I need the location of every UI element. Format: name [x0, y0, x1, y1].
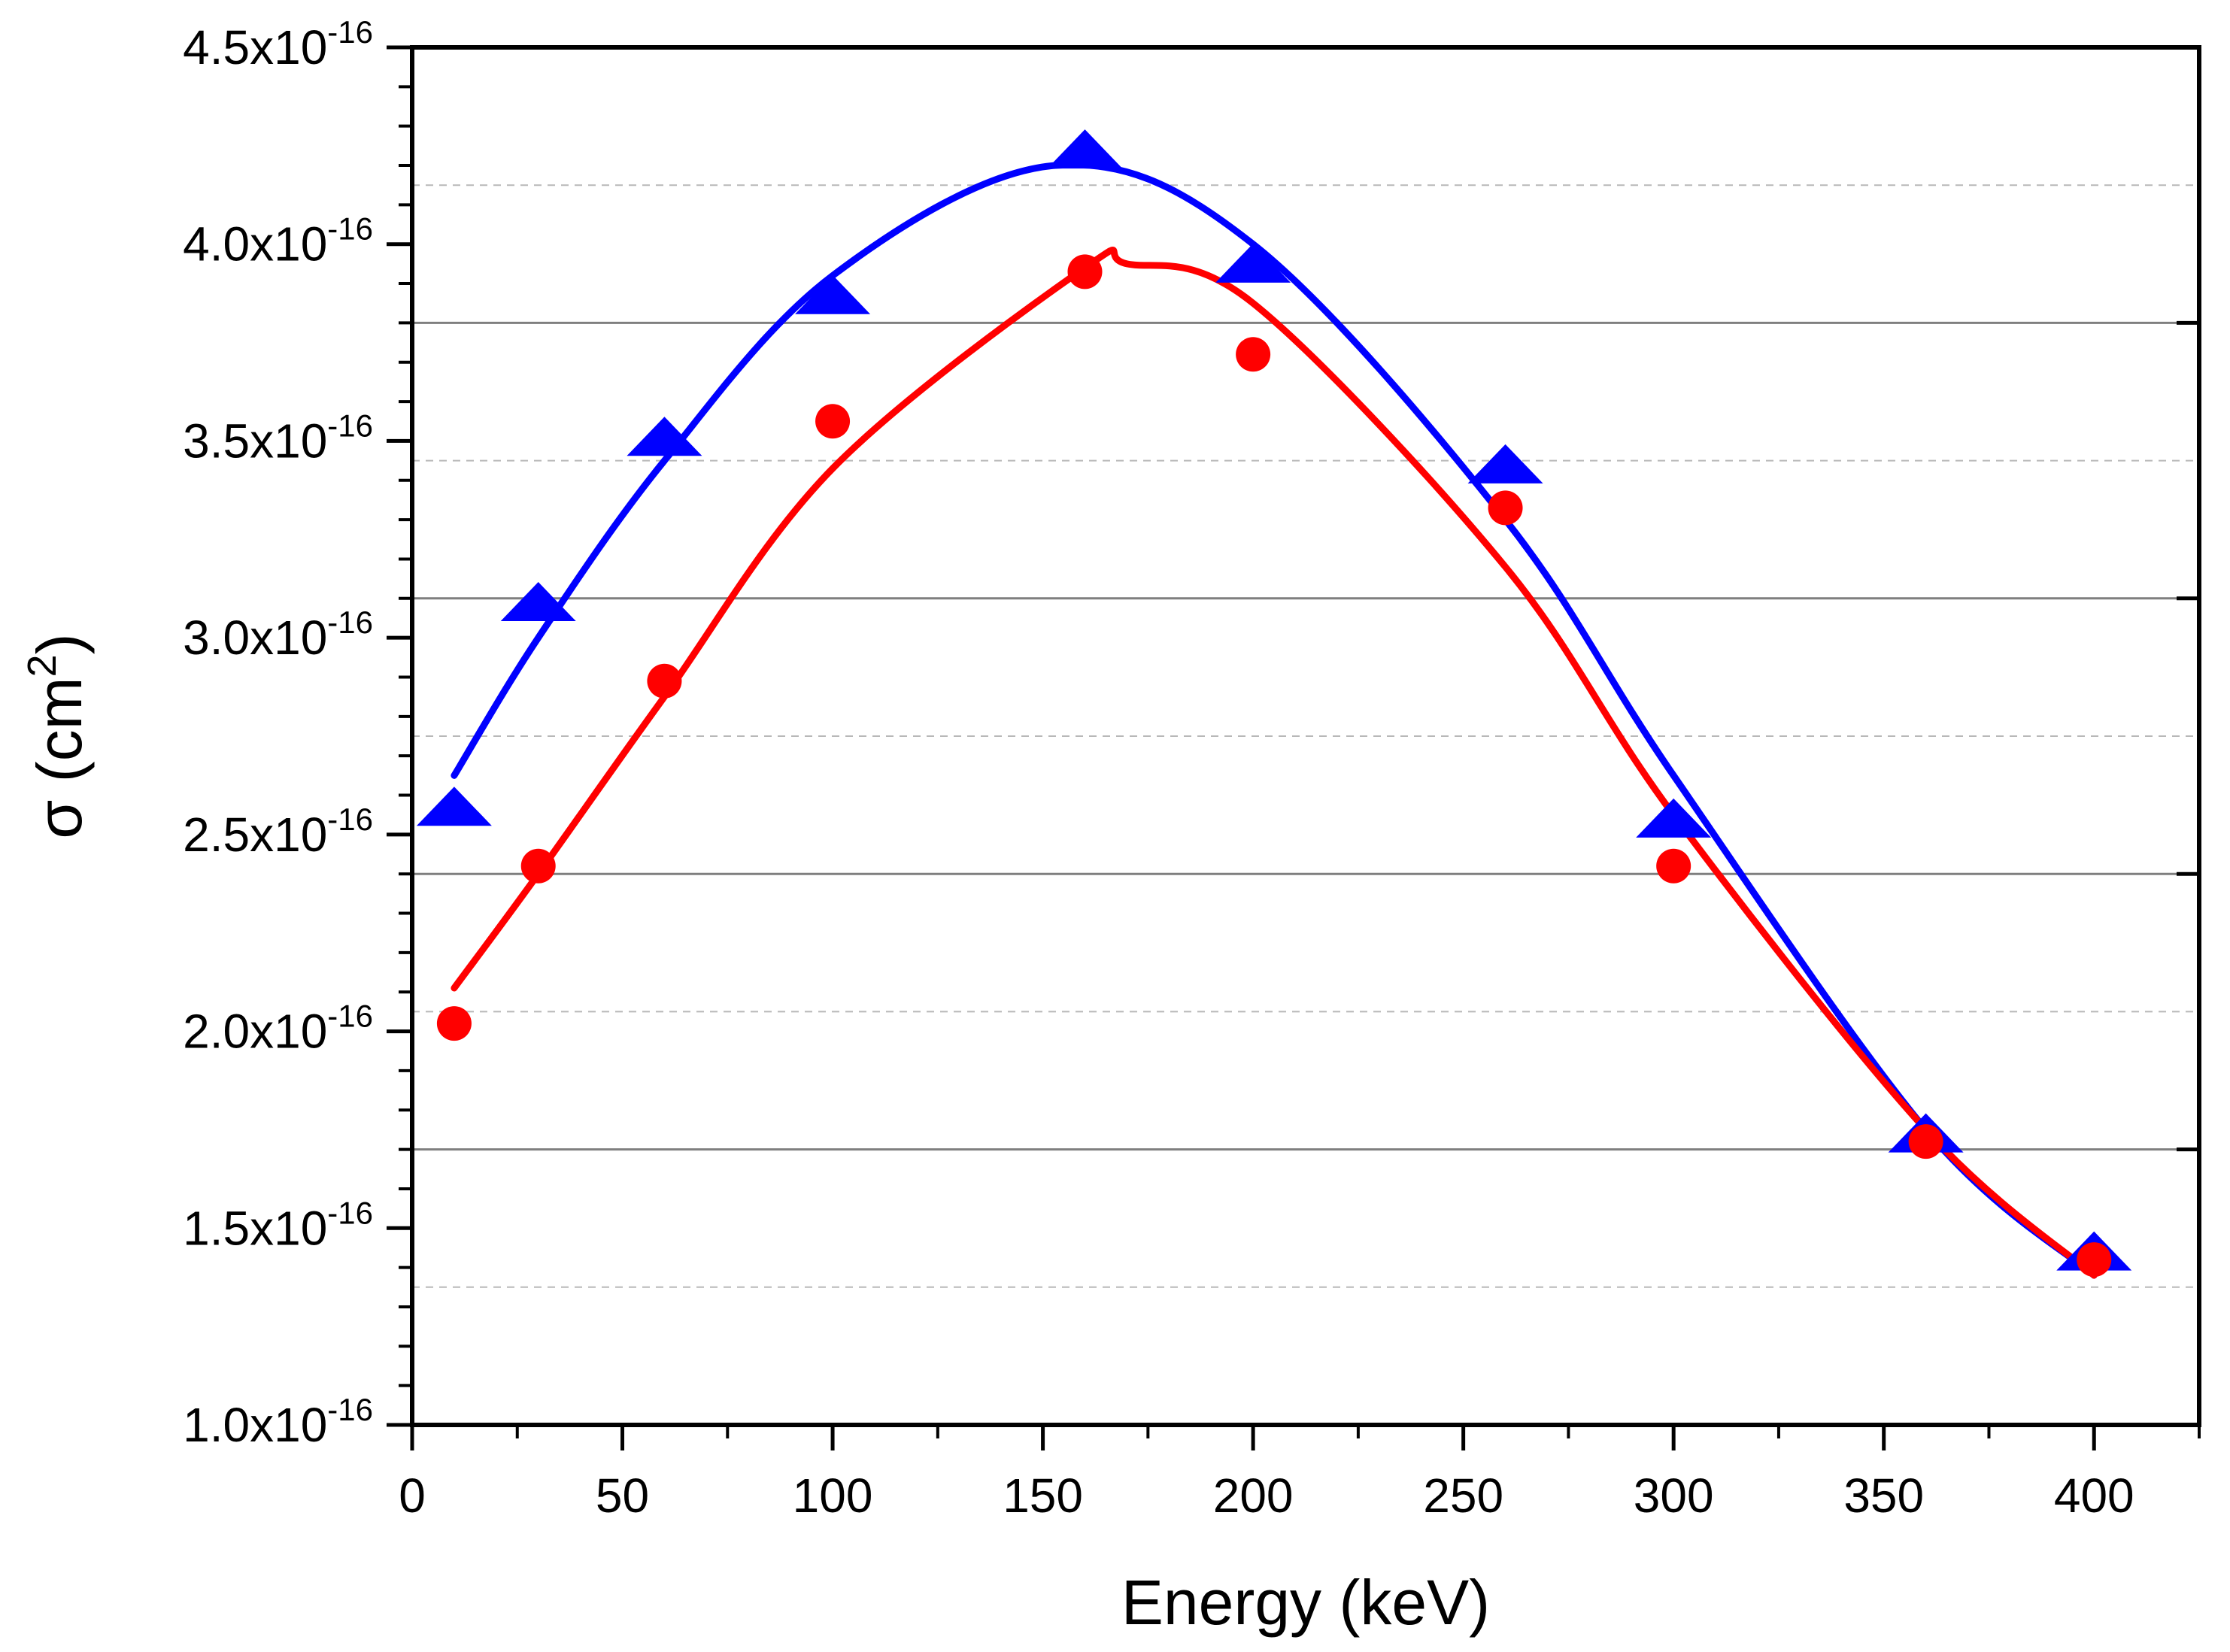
- triangle-marker: [416, 787, 492, 826]
- y-tick-label: 1.0x10-16: [183, 1392, 373, 1452]
- y-tick-label: 2.0x10-16: [183, 999, 373, 1059]
- triangle-marker: [795, 274, 871, 314]
- y-tick-label: 2.5x10-16: [183, 802, 373, 862]
- y-tick-label: 1.5x10-16: [183, 1195, 373, 1255]
- x-tick-label: 250: [1423, 1469, 1503, 1523]
- x-tick-label: 50: [596, 1469, 649, 1523]
- circle-marker: [436, 1006, 472, 1041]
- axes: [410, 45, 2201, 1427]
- triangle-marker: [1636, 798, 1712, 838]
- x-tick-label: 200: [1213, 1469, 1294, 1523]
- y-axis-title: σ (cm2): [20, 633, 95, 838]
- circle-marker: [647, 663, 682, 699]
- gridlines: [412, 184, 2199, 1288]
- circle-marker: [1656, 848, 1691, 884]
- circle-marker: [2077, 1242, 2112, 1278]
- fit-curves: [451, 161, 2098, 1279]
- y-axis-title-prefix: σ (cm: [24, 677, 95, 838]
- plot-frame: [410, 45, 2201, 1427]
- y-axis-ticks: 1.0x10-16 1.5x10-16 2.0x10-16 2.5x10-16 3.0x…: [183, 14, 412, 1452]
- x-tick-label: 400: [2054, 1469, 2134, 1523]
- triangle-marker: [627, 417, 702, 456]
- y-tick-label: 4.0x10-16: [183, 211, 373, 271]
- x-tick-label: 0: [399, 1469, 426, 1523]
- y-tick-label: 3.0x10-16: [183, 605, 373, 665]
- triangle-marker: [500, 582, 576, 622]
- fit-curve: [451, 247, 2098, 1279]
- x-tick-label: 300: [1634, 1469, 1714, 1523]
- x-axis-ticks: 0 50 100 150 200 250 300 350 400: [399, 1425, 2201, 1523]
- circle-marker: [1236, 337, 1271, 372]
- circle-marker: [1488, 490, 1523, 526]
- circle-marker: [1067, 254, 1103, 289]
- data-markers: [416, 129, 2132, 1278]
- x-tick-label: 100: [793, 1469, 873, 1523]
- circle-marker: [520, 848, 556, 884]
- triangle-marker: [1467, 444, 1543, 483]
- circle-marker: [1908, 1124, 1943, 1159]
- x-axis-title: Energy (keV): [1121, 1567, 1490, 1638]
- y-axis-title-sup: 2: [20, 654, 65, 677]
- y-axis-title-suffix: ): [24, 633, 95, 654]
- triangle-marker: [1215, 243, 1291, 283]
- x-tick-label: 150: [1003, 1469, 1083, 1523]
- x-tick-label: 350: [1843, 1469, 1924, 1523]
- y-tick-label: 3.5x10-16: [183, 408, 373, 468]
- circle-marker: [815, 404, 851, 439]
- triangle-marker: [1047, 129, 1123, 169]
- y-tick-label: 4.5x10-16: [183, 14, 373, 74]
- fit-curve: [451, 161, 2098, 1279]
